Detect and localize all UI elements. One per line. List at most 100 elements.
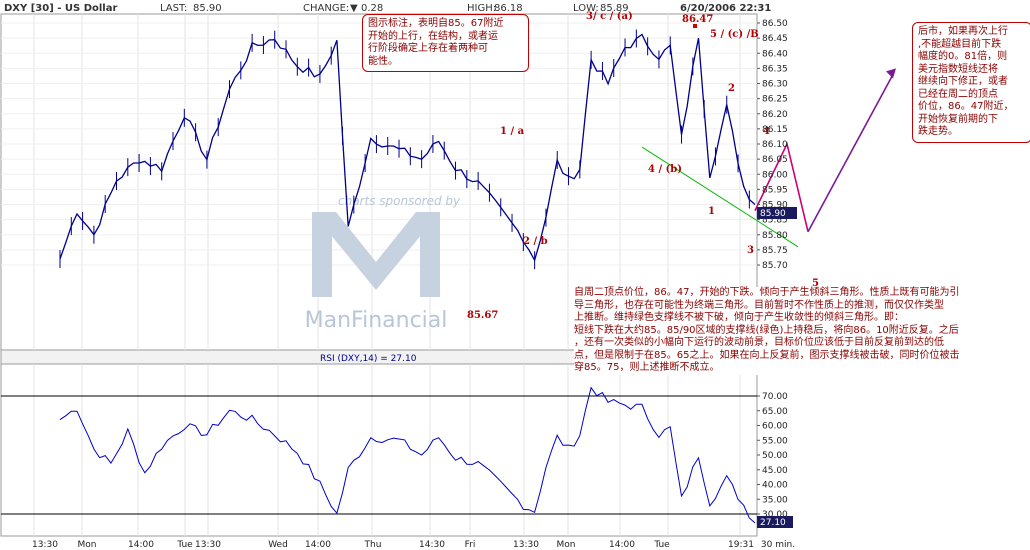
rsi-tick-label: 45.00: [762, 466, 788, 476]
rsi-tick-label: 70.00: [762, 392, 788, 402]
note-middle-line: 导三角形，也存在可能性为终端三角形。目前暂时不作性质上的推测，而仅仅作类型: [574, 299, 944, 311]
price-tick-label: 85.75: [762, 246, 788, 256]
time-tick-label: 14:00: [609, 540, 635, 550]
price-tick-label: 85.85: [762, 216, 788, 226]
projection-path-long: [807, 74, 894, 233]
note-right-line: ,不能超越目前下跌: [918, 38, 1002, 50]
price-tick-label: 85.90: [762, 201, 788, 211]
price-tick-label: 86.10: [762, 140, 788, 150]
time-tick-label: 19:31: [728, 540, 754, 550]
watermark-logo: [312, 212, 440, 297]
time-tick-label: Tue: [176, 540, 193, 550]
chart-symbol: DXY [30] - US Dollar: [4, 3, 117, 14]
projection-path-short: [754, 141, 809, 232]
current-rsi-value: 27.10: [760, 518, 786, 528]
price-tick-label: 86.30: [762, 80, 788, 90]
note-top-line: 行阶段确定上存在着两种可: [368, 43, 488, 54]
price-tick-label: 86.15: [762, 125, 788, 135]
note-right-line: 美元指数短线还将: [918, 63, 998, 75]
price-tick-label: 86.35: [762, 64, 788, 74]
rsi-tick-label: 65.00: [762, 407, 788, 417]
high-value: 86.18: [494, 3, 523, 14]
note-middle: 自周二顶点价位，86。47，开始的下跌。倾向于产生倾斜三角形。性质上既有可能为引…: [574, 287, 1024, 375]
price-series-line: [59, 33, 756, 262]
note-right-line: 继续向下修正，或者: [918, 76, 1008, 87]
note-right-line: 已经在周二的顶点: [918, 88, 998, 100]
low-label: LOW:: [573, 3, 599, 14]
time-tick-label: 14:00: [305, 540, 331, 550]
note-top: 图示标注，表明自85。67附近 开始的上行，在结构，或者运 行阶段确定上存在着两…: [362, 14, 529, 72]
wave-label-5: 5: [812, 278, 819, 289]
rsi-tick-label: 40.00: [762, 481, 788, 491]
current-rsi-tag: [757, 516, 793, 528]
rsi-tick-label: 60.00: [762, 422, 788, 432]
note-middle-line: 短线下跌在大约85。85/90区域的支撑线(绿色)上持稳后，将向86。10附近反…: [574, 324, 959, 336]
note-middle-line: 穿85。75，则上述推断不成立。: [574, 362, 720, 373]
time-tick-label: Wed: [268, 540, 288, 550]
price-tick-label: 86.20: [762, 110, 788, 120]
note-top-line: 开始的上行，在结构，或者运: [368, 30, 498, 42]
rsi-tick-label: 35.00: [762, 495, 788, 505]
wave-label-4-b: 4 / (b): [648, 164, 682, 175]
rsi-panel: [0, 363, 758, 537]
chart-datetime: 6/20/2006 22:31: [680, 3, 771, 14]
last-label: LAST:: [160, 3, 187, 14]
time-tick-label: 30 min.: [761, 540, 795, 550]
note-middle-line: 点，但是限制于在85。65之上。如果在向上反复前，图示支撑线被击破，同时价位被击: [574, 349, 960, 361]
time-tick-label: 14:30: [419, 540, 445, 550]
current-price-tag: [757, 207, 797, 219]
price-axis: 86.50 86.45 86.40 86.35 86.30 86.25 86.20 86.15…: [757, 19, 788, 271]
note-right: 后市，如果再次上行 ,不能超越目前下跌 幅度的0。81倍，则 美元指数短线还将 …: [912, 22, 1030, 143]
current-price-value: 85.90: [760, 209, 786, 219]
wave-label-2: 2: [728, 83, 735, 94]
time-axis: 13:30 Mon 14:00 Tue 13:30 Wed 14:00 Thu 14:30 Fri…: [32, 540, 795, 550]
time-tick-label: 13:30: [32, 540, 58, 550]
rsi-series-line: [59, 386, 756, 524]
price-tick-label: 86.00: [762, 170, 788, 180]
vertical-grid: [33, 14, 741, 536]
time-tick-label: Fri: [465, 540, 476, 550]
note-right-line: 后市，如果再次上行: [918, 26, 1008, 37]
note-top-line: 图示标注，表明自85。67附近: [368, 18, 504, 29]
wave-label-2-b: 2 / b: [523, 236, 548, 247]
change-label: CHANGE:: [303, 3, 349, 14]
price-bars: [59, 29, 750, 270]
note-middle-line: ，还有一次类似的小幅向下运行的波动前景，目标价位应该低于目前反复前到达的低: [574, 337, 944, 348]
last-value: 85.90: [193, 3, 222, 14]
note-top-line: 能性。: [368, 55, 398, 67]
time-tick-label: Mon: [78, 540, 97, 550]
high-label: HIGH:: [467, 3, 496, 14]
note-right-line: 幅度的0。81倍，则: [918, 51, 1008, 62]
note-middle-line: 自周二顶点价位，86。47，开始的下跌。倾向于产生倾斜三角形。性质上既有可能为引: [574, 287, 960, 298]
price-tick-label: 85.80: [762, 231, 788, 241]
support-trendline: [641, 146, 799, 248]
note-right-line: 跌走势。: [918, 126, 958, 137]
time-tick-label: 13:30: [513, 540, 539, 550]
wave-label-3: 3: [747, 245, 754, 256]
time-tick-label: Thu: [364, 540, 382, 550]
projection-arrowhead-icon: [886, 68, 896, 79]
watermark-brand: ManFinancial: [305, 308, 448, 333]
note-middle-line: 上推断。维持绿色支撑线不被下破，倾向于产生收敛性的倾斜三角形。即：: [574, 312, 904, 323]
wave-label-1-a: 1 / a: [500, 126, 525, 137]
price-tick-label: 86.45: [762, 34, 788, 44]
price-tick-label: 85.70: [762, 261, 788, 271]
rsi-axis: 70.00 65.00 60.00 55.00 50.00 45.00 40.00 35.00…: [757, 392, 788, 520]
change-arrow-icon: ▼: [350, 3, 358, 14]
wave-label-1: 1: [708, 206, 715, 217]
high-marker: [693, 24, 697, 28]
price-tick-label: 86.25: [762, 95, 788, 105]
price-tick-label: 86.40: [762, 49, 788, 59]
watermark-sponsor: charts sponsored by: [338, 194, 461, 208]
rsi-tick-label: 55.00: [762, 436, 788, 446]
wave-label-4: 4: [763, 126, 770, 137]
time-tick-label: 13:30: [195, 540, 221, 550]
time-tick-label: 14:00: [128, 540, 154, 550]
price-tick-label: 86.05: [762, 155, 788, 165]
change-value: 0.28: [361, 3, 383, 14]
rsi-tick-label: 30.00: [762, 510, 788, 520]
price-tick-label: 85.95: [762, 185, 788, 195]
note-right-line: 价位，86。47附近，: [918, 101, 1014, 112]
price-tick-label: 86.50: [762, 19, 788, 29]
